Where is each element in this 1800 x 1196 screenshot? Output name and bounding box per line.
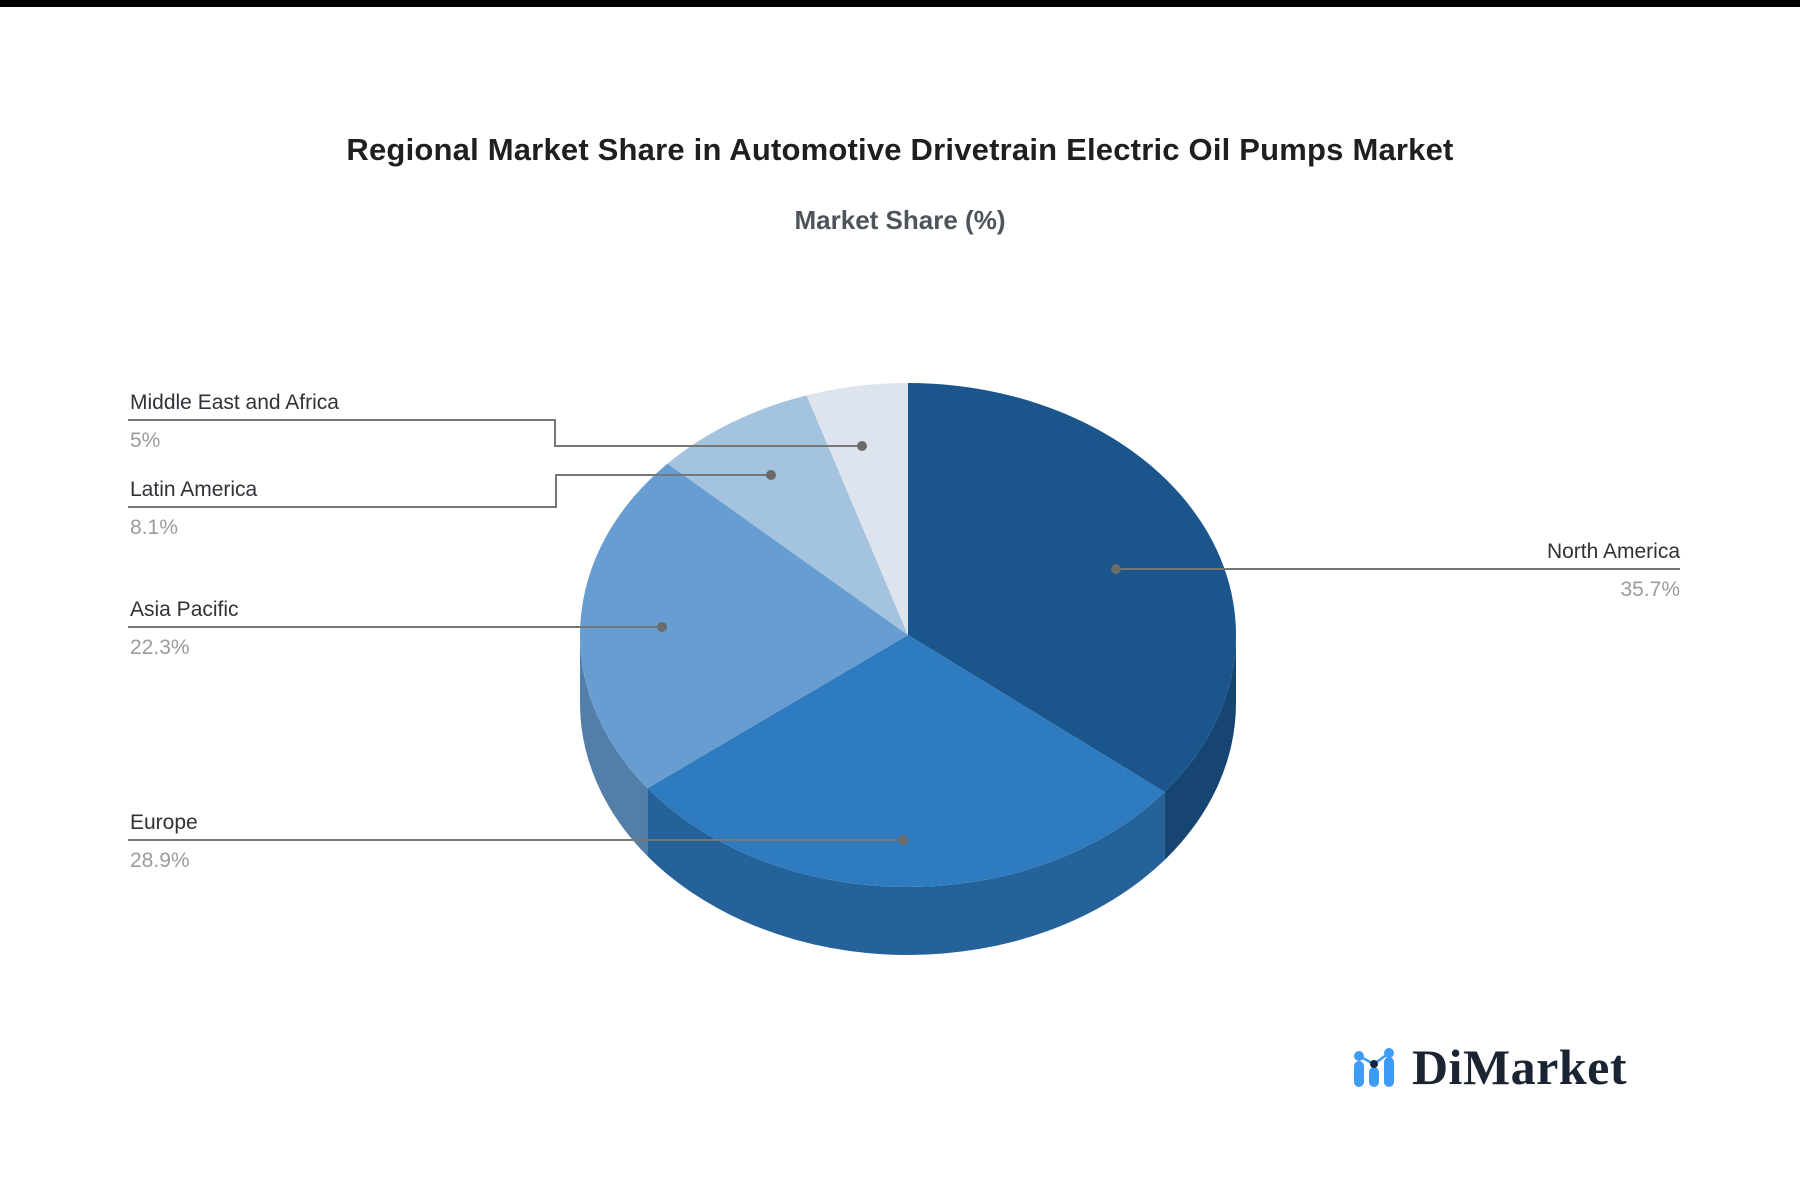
dot-glyph	[1369, 1060, 1378, 1068]
bar-line-chart-icon	[1353, 1048, 1394, 1087]
pie-slice-latin-america	[667, 395, 908, 635]
page-subtitle: Market Share (%)	[794, 205, 1006, 235]
slice-name: Latin America	[130, 478, 258, 501]
bar-glyph	[1353, 1061, 1364, 1087]
slice-name: North America	[1546, 540, 1680, 563]
pie-slice-side-asia-pacific	[580, 635, 648, 857]
pie-slice-side-north-america	[1164, 635, 1236, 860]
pie-slice-europe	[647, 635, 1165, 887]
slice-name: Asia Pacific	[130, 598, 239, 621]
window-top-edge	[0, 0, 1800, 7]
slice-name: Middle East and Africa	[130, 391, 339, 414]
dot-glyph	[1383, 1048, 1394, 1058]
slice-value: 28.9%	[130, 849, 190, 872]
callout-line-middle-east-and-africa	[128, 419, 862, 447]
pie-slice-north-america	[908, 383, 1236, 792]
pie-slice-side-europe	[647, 788, 1165, 955]
slice-value: 8.1%	[130, 516, 178, 539]
bar-glyph	[1383, 1057, 1394, 1087]
slice-value: 5%	[130, 429, 161, 452]
bar-glyph	[1368, 1067, 1379, 1087]
dimarket-logo: DiMarket	[1353, 1038, 1627, 1096]
callout-line-latin-america	[128, 474, 771, 508]
slice-value: 35.7%	[1620, 578, 1680, 601]
dot-glyph	[1353, 1051, 1364, 1061]
slice-label-asia-pacific: Asia Pacific 22.3%	[130, 597, 239, 661]
slice-label-middle-east-and-africa: Middle East and Africa 5%	[130, 390, 339, 454]
callout-dot-latin-america	[766, 470, 776, 480]
callout-dot-asia-pacific	[657, 622, 667, 632]
slice-value: 22.3%	[130, 636, 190, 659]
slice-label-north-america: North America 35.7%	[1547, 539, 1680, 603]
callout-dot-europe	[898, 835, 908, 845]
slice-label-europe: Europe 28.9%	[130, 810, 198, 874]
slice-label-latin-america: Latin America 8.1%	[130, 477, 257, 541]
page-title: Regional Market Share in Automotive Driv…	[346, 132, 1454, 167]
logo-text: DiMarket	[1411, 1039, 1627, 1095]
pie-slice-asia-pacific	[579, 463, 908, 789]
slice-name: Europe	[130, 811, 198, 834]
callout-dot-middle-east-and-africa	[857, 441, 867, 451]
callout-dot-north-america	[1111, 564, 1121, 574]
